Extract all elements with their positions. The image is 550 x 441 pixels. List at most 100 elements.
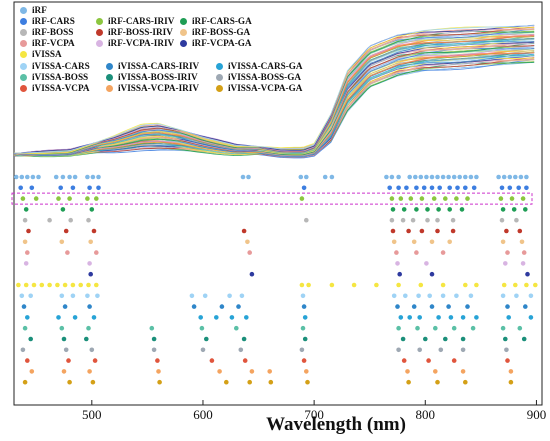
selected-wavelength-marker xyxy=(85,293,90,299)
selected-wavelength-marker xyxy=(374,282,379,288)
selected-wavelength-marker xyxy=(429,174,435,180)
selected-wavelength-marker xyxy=(304,217,309,223)
selected-wavelength-marker xyxy=(520,261,526,266)
selected-wavelength-marker xyxy=(521,250,527,255)
selected-wavelength-marker xyxy=(91,228,97,234)
selected-wavelength-marker xyxy=(440,282,446,288)
selected-wavelength-marker xyxy=(435,217,440,223)
selected-wavelength-marker xyxy=(419,196,425,201)
selected-wavelength-marker xyxy=(39,282,45,288)
legend-item: iVISSA xyxy=(20,49,62,60)
selected-wavelength-marker xyxy=(72,174,78,180)
selected-wavelength-marker xyxy=(440,174,446,180)
selected-wavelength-marker xyxy=(299,282,305,288)
selected-wavelength-marker xyxy=(191,304,197,309)
selected-wavelength-marker xyxy=(202,293,208,299)
selected-wavelength-marker xyxy=(33,196,39,201)
selected-wavelength-marker xyxy=(56,315,61,320)
selected-wavelength-marker xyxy=(47,217,52,223)
selected-wavelength-marker xyxy=(86,325,91,331)
selected-wavelength-marker xyxy=(523,207,528,212)
selected-wavelength-marker xyxy=(249,369,255,374)
selected-wavelength-marker xyxy=(95,293,100,299)
selected-wavelength-marker xyxy=(96,174,101,180)
selected-wavelength-marker xyxy=(67,379,72,385)
selected-wavelength-marker xyxy=(299,196,305,201)
selected-wavelength-marker xyxy=(406,228,411,234)
spectra-lines xyxy=(13,24,535,159)
selected-wavelength-marker xyxy=(463,185,468,191)
selected-wavelength-marker xyxy=(23,282,29,288)
selected-wavelength-marker xyxy=(67,196,72,201)
selected-wavelength-marker xyxy=(447,239,453,245)
selected-wavelength-marker xyxy=(506,315,512,320)
legend-marker xyxy=(180,18,187,26)
selected-wavelength-marker xyxy=(25,174,30,180)
selected-wavelength-marker xyxy=(508,369,514,374)
selected-wavelength-marker xyxy=(219,304,225,309)
selected-wavelength-marker xyxy=(508,379,514,385)
legend-marker xyxy=(20,29,27,37)
selected-wavelength-marker xyxy=(89,347,95,353)
selected-wavelength-marker xyxy=(387,185,393,191)
legend-item: iRF xyxy=(20,5,47,16)
legend-item: iRF-VCPA xyxy=(20,38,75,49)
selected-wavelength-marker xyxy=(500,239,506,245)
selected-wavelength-marker xyxy=(239,293,245,299)
selected-wavelength-marker xyxy=(429,271,435,277)
selected-wavelength-marker xyxy=(435,228,440,234)
selected-wavelength-marker xyxy=(511,207,517,212)
selected-wavelength-marker xyxy=(517,228,523,234)
legend-label: iRF-CARS-GA xyxy=(192,16,252,27)
selected-wavelength-marker xyxy=(431,196,437,201)
selected-wavelength-marker xyxy=(94,250,99,255)
selected-wavelength-marker xyxy=(247,379,252,385)
selected-wavelength-marker xyxy=(499,185,505,191)
selected-wavelength-marker xyxy=(414,250,419,255)
selected-wavelength-marker xyxy=(391,293,397,299)
selected-wavelength-marker xyxy=(398,196,404,201)
selected-wavelength-marker xyxy=(28,293,33,299)
selected-wavelength-marker xyxy=(25,315,30,320)
selected-wavelength-marker xyxy=(63,347,69,353)
selected-wavelength-marker xyxy=(419,228,425,234)
selected-wavelength-marker xyxy=(198,315,203,320)
legend-marker xyxy=(20,62,27,70)
selected-wavelength-marker xyxy=(87,185,92,191)
selected-wavelength-marker xyxy=(415,325,420,331)
selected-wavelength-marker xyxy=(498,196,504,201)
selected-wavelength-marker xyxy=(517,325,523,331)
selected-wavelength-marker xyxy=(513,174,518,180)
selected-wavelength-marker xyxy=(62,304,68,309)
selected-wavelength-marker xyxy=(397,271,403,277)
selected-wavelength-marker xyxy=(90,379,96,385)
selected-wavelength-marker xyxy=(65,250,70,255)
selected-wavelength-marker xyxy=(468,293,474,299)
selected-wavelength-marker xyxy=(455,185,460,191)
selected-wavelength-marker xyxy=(94,282,99,288)
selected-wavelength-marker xyxy=(400,336,406,342)
selected-wavelength-marker xyxy=(414,207,419,212)
selected-wavelength-marker xyxy=(446,304,451,309)
selected-wavelength-marker xyxy=(70,185,76,191)
selected-wavelength-marker xyxy=(460,336,466,342)
selected-wavelength-marker xyxy=(329,174,335,180)
legend-label: iRF-VCPA-IRIV xyxy=(108,38,175,49)
legend-marker xyxy=(20,40,27,48)
selected-wavelength-marker xyxy=(447,207,453,212)
selected-wavelength-marker xyxy=(463,174,468,180)
legend-marker xyxy=(20,51,27,59)
selected-wavelength-marker xyxy=(465,304,470,309)
selected-wavelength-marker xyxy=(438,347,444,353)
selected-wavelength-marker xyxy=(421,185,427,191)
selected-wavelength-marker xyxy=(70,293,76,299)
selected-wavelength-marker xyxy=(524,282,529,288)
selected-wavelength-marker xyxy=(23,261,29,266)
selected-wavelength-marker xyxy=(435,174,440,180)
selected-wavelength-marker xyxy=(200,347,206,353)
selected-wavelength-marker xyxy=(20,196,26,201)
selected-wavelength-marker xyxy=(429,185,435,191)
selected-wavelength-marker xyxy=(404,185,409,191)
selected-wavelength-marker xyxy=(84,336,89,342)
x-tick-label: 800 xyxy=(416,407,436,422)
